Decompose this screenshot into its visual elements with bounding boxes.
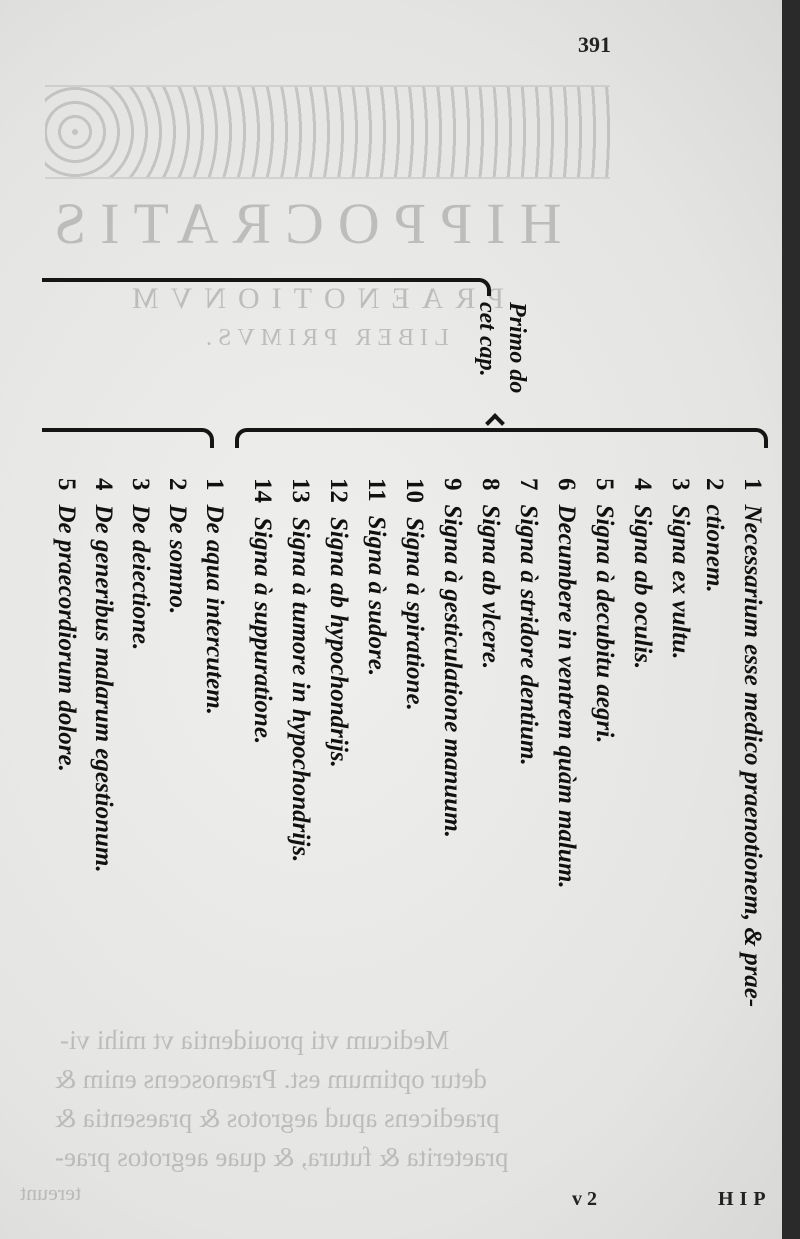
chapter-line: 9 Signa à gesticulatione manuum. [438, 478, 466, 838]
chapter-line: 5 Signa à decubitu aegri. [590, 478, 618, 743]
chapter-title: Necessarium esse medico praenotionem, & … [739, 504, 766, 1008]
chapter-number: 1 [739, 478, 766, 491]
chapter-title: Signa à sudore. [363, 515, 390, 677]
chapter-title: De aqua intercutem. [201, 504, 228, 715]
chapter-number: 5 [591, 478, 618, 491]
chapter-line: 14 Signa à suppuratione. [248, 478, 276, 744]
chapter-number: 8 [477, 478, 504, 491]
chapter-line: 5 De praecordiorum dolore. [52, 478, 80, 772]
chapter-title: ctionem. [701, 504, 728, 593]
chapter-line: 12 Signa ab hypochondrijs. [324, 478, 352, 768]
chapter-number: 2 [164, 478, 191, 491]
chapter-line: 6 Decumbere in ventrem quàm malum. [552, 478, 580, 889]
chapter-number: 2 [701, 478, 728, 491]
chapter-title: De deiectione. [127, 504, 154, 651]
chapter-line: 2 De somno. [163, 478, 191, 614]
chapter-line: 1 Necessarium esse medico praenotionem, &… [738, 478, 766, 1007]
chapter-title: Signa à spiratione. [401, 517, 428, 711]
margin-note-line-2: cet cap. [474, 302, 500, 377]
chapter-line: 4 De generibus malarum egestionum. [89, 478, 117, 873]
chapter-number: 7 [515, 478, 542, 491]
chapter-title: Decumbere in ventrem quàm malum. [553, 504, 580, 889]
chapter-line: 10 Signa à spiratione. [400, 478, 428, 711]
show-through-para-4: praeterita & futura, & quae aegrotos pra… [55, 1142, 509, 1172]
chapter-line: 13 Signa à tumore in hypochondrijs. [286, 478, 314, 862]
chapter-number: 1 [201, 478, 228, 491]
chapter-number: 5 [53, 478, 80, 491]
chapter-line: 3 Signa ex vultu. [666, 478, 694, 659]
chapter-line: 2 ctionem. [700, 478, 728, 593]
chapter-title: De somno. [164, 504, 191, 615]
chapter-line: 4 Signa ab oculis. [628, 478, 656, 669]
chapter-line: 11 Signa à sudore. [362, 478, 390, 676]
chapter-title: Signa ab oculis. [629, 504, 656, 670]
chapter-number: 4 [90, 478, 117, 491]
chapter-title: Signa à tumore in hypochondrijs. [287, 517, 314, 863]
chapter-number: 4 [629, 478, 656, 491]
top-brace [42, 278, 491, 296]
chapter-number: 9 [439, 478, 466, 491]
chapter-title: Signa ab hypochondrijs. [325, 517, 352, 768]
margin-note-line-1: Primo do [504, 302, 530, 394]
chapter-title: De praecordiorum dolore. [53, 504, 80, 772]
chapter-number: 10 [401, 478, 428, 503]
lower-right-brace [235, 428, 768, 448]
book-page [0, 0, 782, 1239]
chapter-line: 7 Signa à stridore dentium. [514, 478, 542, 766]
chapter-number: 12 [325, 478, 352, 503]
show-through-para-5: tereunt [20, 1180, 82, 1205]
show-through-title: HIPPOCRATIS [40, 191, 562, 256]
chapter-title: Signa à suppuratione. [249, 517, 276, 745]
show-through-book: LIBER PRIMVS. [200, 325, 449, 351]
signature-mark: v 2 [572, 1188, 597, 1210]
chapter-title: Signa à decubitu aegri. [591, 504, 618, 744]
catchword: HIP [718, 1188, 772, 1210]
chapter-line: 3 De deiectione. [126, 478, 154, 650]
chapter-number: 6 [553, 478, 580, 491]
chapter-title: Signa ab vlcere. [477, 504, 504, 670]
show-through-para-3: praedicens apud aegrotos & praesentia & [55, 1103, 500, 1133]
show-through-para-2: detur optimum est. Praenoscens enim & [55, 1064, 487, 1094]
page-edge-shadow [782, 0, 800, 1239]
chapter-number: 11 [363, 478, 390, 502]
lower-left-brace [42, 428, 214, 448]
chapter-number: 13 [287, 478, 314, 503]
chapter-number: 3 [667, 478, 694, 491]
chapter-number: 3 [127, 478, 154, 491]
headpiece-ornament [45, 85, 610, 179]
show-through-para-1: Medicum vti prouidentia vt mihi vi- [60, 1025, 450, 1055]
chapter-title: Signa ex vultu. [667, 504, 694, 660]
chapter-title: De generibus malarum egestionum. [90, 504, 117, 873]
chapter-number: 14 [249, 478, 276, 503]
chapter-title: Signa à gesticulatione manuum. [439, 504, 466, 838]
chapter-title: Signa à stridore dentium. [515, 504, 542, 766]
chapter-line: 1 De aqua intercutem. [200, 478, 228, 715]
chapter-line: 8 Signa ab vlcere. [476, 478, 504, 669]
page-number: 391 [578, 32, 611, 57]
